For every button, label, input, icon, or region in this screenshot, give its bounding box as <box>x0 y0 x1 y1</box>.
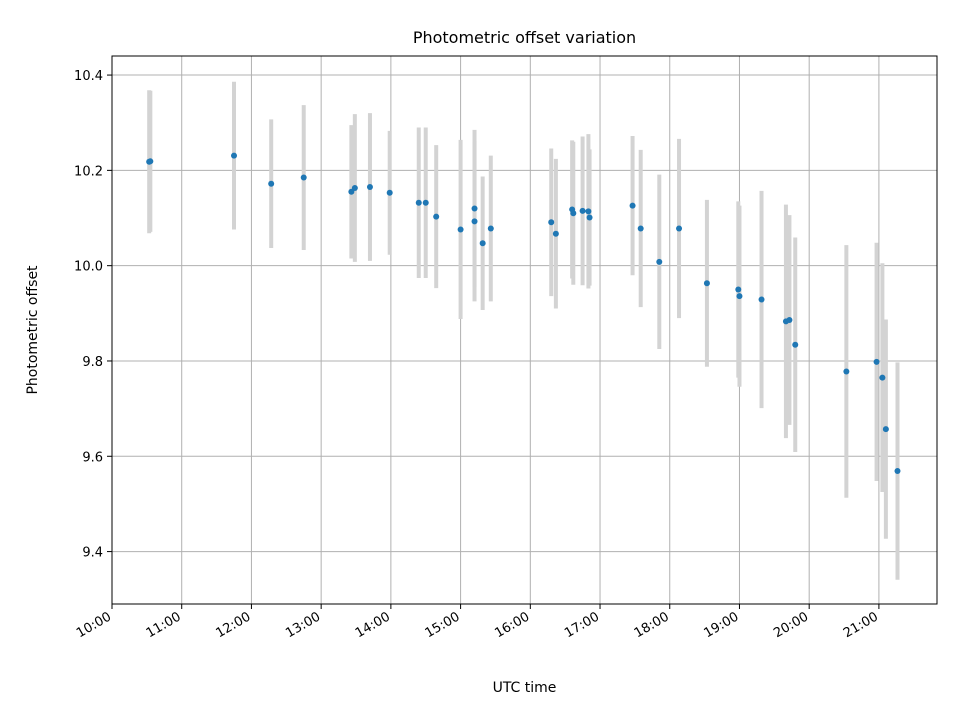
data-point <box>894 468 901 475</box>
data-point <box>457 226 464 233</box>
y-axis-label: Photometric offset <box>25 265 41 395</box>
data-point <box>786 316 793 323</box>
x-tick-label: 18:00 <box>632 609 672 641</box>
x-tick-label: 21:00 <box>841 609 881 641</box>
data-point <box>548 219 555 226</box>
data-points <box>146 152 901 475</box>
data-point <box>792 341 799 348</box>
data-point <box>585 208 592 215</box>
chart-title: Photometric offset variation <box>413 28 636 47</box>
data-point <box>552 230 559 237</box>
data-point <box>386 189 393 196</box>
x-tick-label: 19:00 <box>702 609 742 641</box>
data-point <box>268 180 275 187</box>
data-point <box>300 174 307 181</box>
y-tick-label: 10.2 <box>74 164 103 179</box>
data-point <box>873 358 880 365</box>
x-tick-label: 14:00 <box>353 609 393 641</box>
y-tick-label: 9.6 <box>82 450 103 465</box>
data-point <box>637 225 644 232</box>
data-point <box>351 184 358 191</box>
data-point <box>656 258 663 265</box>
data-point <box>348 188 355 195</box>
y-tick-label: 10.4 <box>74 69 103 84</box>
data-point <box>735 286 742 293</box>
x-tick-label: 12:00 <box>213 609 253 641</box>
data-point <box>471 205 478 212</box>
y-tick-label: 10.0 <box>74 260 103 275</box>
data-point <box>422 199 429 206</box>
x-tick-label: 20:00 <box>771 609 811 641</box>
x-axis-label: UTC time <box>493 680 557 696</box>
plot-frame <box>111 55 938 605</box>
data-point <box>433 213 440 220</box>
data-point <box>882 426 889 433</box>
data-point <box>629 202 636 209</box>
data-point <box>879 374 886 381</box>
data-point <box>758 296 765 303</box>
data-point <box>231 152 238 159</box>
data-point <box>586 214 593 221</box>
x-tick-label: 15:00 <box>423 609 463 641</box>
y-tick-label: 9.4 <box>82 546 103 561</box>
data-point <box>487 225 494 232</box>
data-point <box>147 158 154 165</box>
x-tick-label: 13:00 <box>283 609 323 641</box>
data-point <box>703 280 710 287</box>
x-tick-label: 11:00 <box>144 609 184 641</box>
x-tick-label: 17:00 <box>562 609 602 641</box>
data-point <box>366 184 373 191</box>
data-point <box>843 368 850 375</box>
data-point <box>570 210 577 217</box>
data-point <box>676 225 683 232</box>
data-point <box>479 240 486 247</box>
data-point <box>579 207 586 214</box>
y-axis-ticks: 9.4 9.6 9.8 10.0 10.2 10.4 <box>74 69 112 561</box>
x-axis-ticks: 10:00 11:00 12:00 13:00 14:00 15:00 16:00 17:00… <box>74 604 881 641</box>
data-point <box>736 293 743 300</box>
error-bars <box>147 81 900 580</box>
data-point <box>415 199 422 206</box>
x-tick-label: 10:00 <box>74 609 114 641</box>
data-point <box>471 218 478 225</box>
y-tick-label: 9.8 <box>82 355 103 370</box>
x-tick-label: 16:00 <box>492 609 532 641</box>
